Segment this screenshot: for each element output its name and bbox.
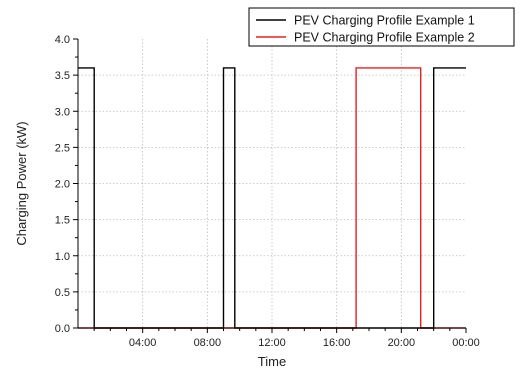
legend-label-series-2: PEV Charging Profile Example 2 <box>294 31 475 45</box>
x-tick-label: 20:00 <box>388 337 416 349</box>
x-tick-label: 12:00 <box>258 337 286 349</box>
legend: PEV Charging Profile Example 1 PEV Charg… <box>248 7 515 47</box>
y-tick-label: 3.0 <box>55 106 70 118</box>
x-axis-title: Time <box>258 354 286 369</box>
x-tick-label: 16:00 <box>323 337 351 349</box>
y-tick-label: 1.0 <box>55 251 70 263</box>
y-tick-label: 3.5 <box>55 70 70 82</box>
grid-lines <box>78 39 466 328</box>
x-tick-label: 08:00 <box>194 337 222 349</box>
legend-box <box>248 7 515 47</box>
y-tick-label: 4.0 <box>55 34 70 46</box>
y-tick-label: 0.5 <box>55 287 70 299</box>
legend-label-series-1: PEV Charging Profile Example 1 <box>294 14 475 28</box>
y-tick-label: 2.5 <box>55 142 70 154</box>
x-tick-label: 04:00 <box>129 337 157 349</box>
y-tick-label: 1.5 <box>55 215 70 227</box>
y-ticks: 0.0 0.5 1.0 1.5 2.0 2.5 3.0 3.5 4.0 <box>55 34 78 335</box>
x-tick-label: 00:00 <box>452 337 480 349</box>
x-ticks: 04:00 08:00 12:00 16:00 20:00 00:00 <box>93 328 480 349</box>
series-line-1 <box>78 67 466 329</box>
y-axis-title: Charging Power (kW) <box>14 121 29 245</box>
y-tick-label: 0.0 <box>55 323 70 335</box>
y-tick-label: 2.0 <box>55 179 70 191</box>
